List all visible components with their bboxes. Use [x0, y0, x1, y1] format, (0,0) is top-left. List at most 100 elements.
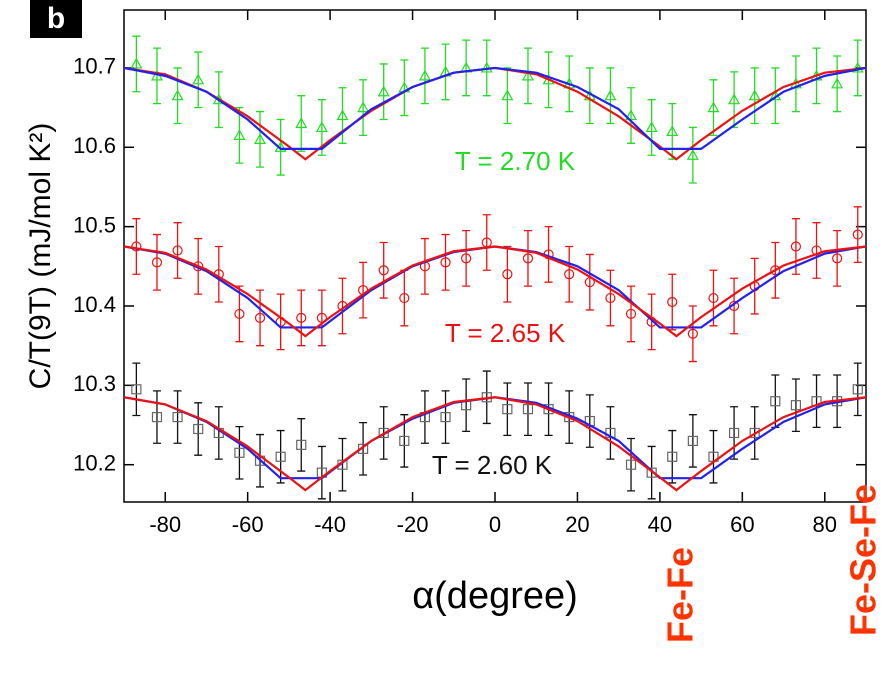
data-point [172, 411, 183, 423]
error-bar [132, 35, 141, 93]
error-bar [544, 225, 553, 283]
error-bar [441, 233, 450, 291]
data-point [480, 61, 493, 73]
data-point [378, 265, 389, 276]
y-tick-label: 10.4 [73, 292, 116, 317]
y-tick-label: 10.3 [73, 371, 116, 396]
data-point [254, 133, 267, 144]
data-point [852, 384, 863, 395]
error-bar [194, 51, 203, 109]
data-point [604, 89, 617, 101]
error-bar [256, 289, 265, 347]
data-point [686, 148, 699, 160]
data-point [666, 125, 679, 137]
error-bar [853, 362, 862, 417]
x-tick-label: 80 [813, 512, 837, 537]
error-bar [709, 429, 718, 484]
data-point [440, 257, 451, 268]
error-bar [627, 285, 636, 343]
error-bar [647, 99, 656, 156]
fit-line [123, 66, 867, 150]
error-bar [750, 257, 759, 315]
data-point [130, 57, 143, 69]
data-point [625, 308, 637, 320]
data-point [728, 427, 740, 439]
data-point [625, 109, 638, 121]
data-point [522, 404, 534, 415]
error-bar [214, 406, 223, 460]
x-tick-label: -40 [314, 512, 346, 537]
error-bar [503, 245, 512, 303]
error-bar [730, 406, 739, 460]
y-tick-label: 10.2 [73, 451, 116, 476]
error-bar [338, 87, 347, 144]
error-bar [709, 79, 718, 137]
error-bar [668, 273, 677, 331]
error-bar [585, 67, 594, 125]
error-bar [606, 406, 615, 460]
error-bar [173, 222, 182, 279]
error-bar [152, 47, 161, 105]
data-point [440, 411, 451, 423]
error-bar [194, 402, 203, 456]
error-bar [853, 206, 862, 263]
series-label: T = 2.70 K [455, 146, 576, 176]
error-bar [812, 374, 821, 429]
data-point [831, 77, 844, 89]
x-tick-label: 0 [489, 512, 501, 537]
error-bar [833, 229, 842, 287]
y-axis-title: C/T(9T) (mJ/mol K²) [24, 123, 57, 390]
annotation: Fe-Fe [660, 547, 701, 643]
error-bar [214, 245, 223, 303]
y-tick-label: 10.6 [73, 133, 116, 158]
error-bar [523, 382, 532, 436]
error-bar [833, 55, 842, 113]
panel-label-box [30, 0, 82, 38]
data-point [254, 312, 266, 323]
data-point [192, 73, 205, 85]
data-point [357, 101, 370, 113]
data-point [728, 93, 741, 105]
error-bar [771, 67, 780, 125]
x-tick-label: -20 [397, 512, 429, 537]
data-point [667, 296, 678, 308]
x-tick-label: -80 [149, 512, 181, 537]
data-point [605, 292, 616, 304]
data-point [233, 129, 246, 140]
data-point [522, 253, 534, 264]
data-point [851, 61, 864, 73]
y-tick-label: 10.7 [73, 54, 116, 79]
data-point [667, 451, 678, 462]
data-point [502, 404, 513, 415]
error-bar [132, 362, 141, 417]
data-point [275, 451, 286, 462]
data-point [377, 85, 390, 97]
error-bar [359, 421, 368, 476]
error-bar [256, 110, 265, 168]
error-bar [627, 87, 636, 144]
data-point [502, 269, 513, 280]
error-bar [523, 47, 532, 105]
data-point [296, 312, 307, 323]
data-point [564, 269, 575, 280]
error-bar [235, 285, 244, 343]
x-axis-title: α(degree) [412, 575, 578, 617]
data-point [234, 308, 245, 320]
data-point [790, 400, 802, 411]
error-bar [441, 390, 450, 444]
data-point [357, 443, 369, 454]
error-bar [400, 59, 409, 117]
data-point [521, 69, 534, 81]
data-point [707, 101, 720, 113]
panel-label: b [47, 2, 65, 35]
error-bar [709, 269, 718, 327]
error-bar [503, 382, 512, 436]
error-bar [297, 95, 306, 152]
error-bar [379, 241, 388, 299]
data-point [790, 241, 802, 252]
data-point [708, 292, 719, 304]
error-bar [338, 437, 347, 492]
error-bar [235, 106, 244, 164]
data-point [646, 467, 657, 478]
